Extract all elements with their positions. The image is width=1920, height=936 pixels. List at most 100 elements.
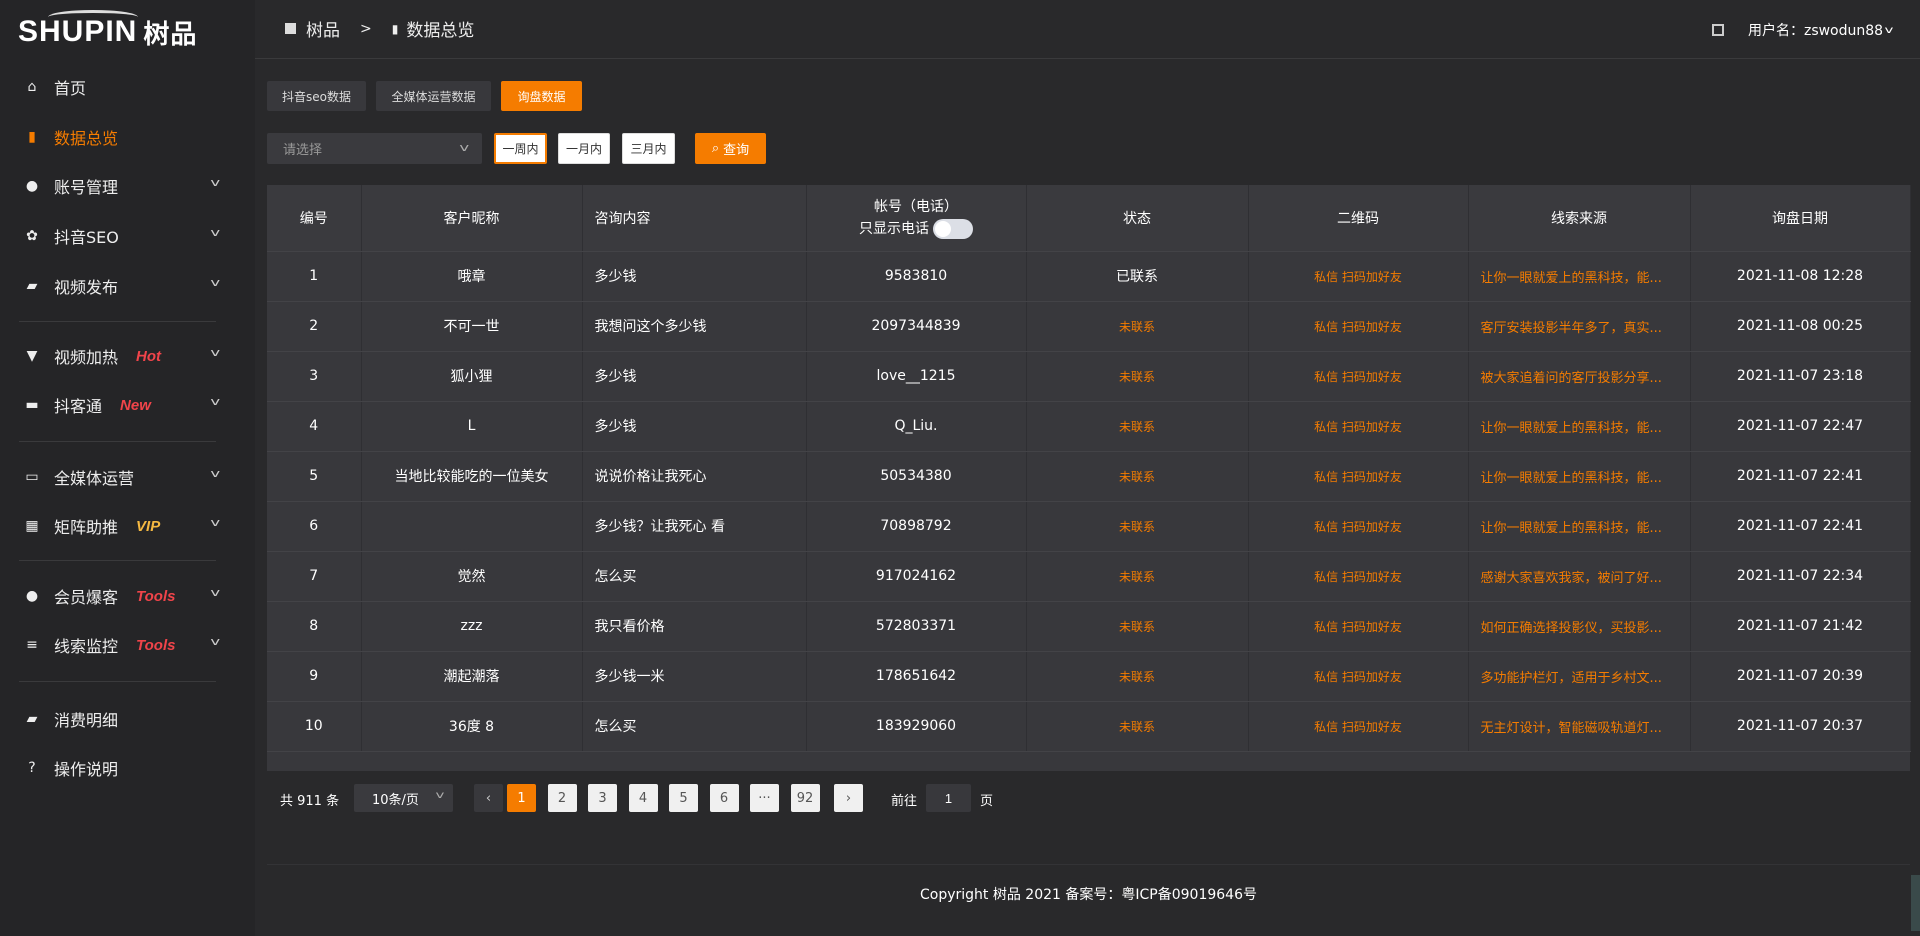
sidebar-item-4[interactable]: ▰ 视频发布 v xyxy=(0,266,255,306)
logo[interactable]: SHUPIN 树品 xyxy=(18,10,197,50)
breadcrumb-home[interactable]: 树品 xyxy=(306,21,340,41)
row-content: 说说价格让我死心 xyxy=(582,451,807,502)
row-account: 178651642 xyxy=(806,651,1027,702)
next-page-button[interactable]: › xyxy=(834,784,863,812)
col-header-nickname: 客户昵称 xyxy=(361,185,583,252)
username-dropdown[interactable]: 用户名：zswodun88 xyxy=(1747,23,1884,39)
row-content: 怎么买 xyxy=(582,701,807,752)
sidebar-item-5[interactable]: ▼ 视频加热 Hot v xyxy=(0,336,255,376)
row-content: 多少钱 xyxy=(582,251,807,302)
sidebar-item-9[interactable]: ● 会员爆客 Tools v xyxy=(0,576,255,616)
row-source[interactable]: 多功能护栏灯，适用于乡村文... xyxy=(1468,651,1691,702)
sidebar-item-0[interactable]: ⌂ 首页 xyxy=(0,67,255,107)
range-3month-button[interactable]: 三月内 xyxy=(622,133,675,164)
row-qrcode-action[interactable]: 私信 扫码加好友 xyxy=(1248,501,1469,552)
row-status: 未联系 xyxy=(1026,301,1249,352)
row-date: 2021-11-07 21:42 xyxy=(1690,601,1911,652)
bar-chart-icon: ▮ xyxy=(391,21,399,36)
row-nickname: zzz xyxy=(361,601,583,652)
page-button[interactable]: 5 xyxy=(669,784,698,812)
row-source[interactable]: 客厅安装投影半年多了，真实... xyxy=(1468,301,1691,352)
range-week-button[interactable]: 一周内 xyxy=(494,133,547,164)
row-source[interactable]: 让你一眼就爱上的黑科技，能... xyxy=(1468,451,1691,502)
sliders-icon: ≡ xyxy=(26,637,38,653)
row-source[interactable]: 让你一眼就爱上的黑科技，能... xyxy=(1468,401,1691,452)
chevron-down-icon[interactable]: v xyxy=(1884,24,1894,36)
row-qrcode-action[interactable]: 私信 扫码加好友 xyxy=(1248,251,1469,302)
row-content: 怎么买 xyxy=(582,551,807,602)
row-status: 未联系 xyxy=(1026,351,1249,402)
grid-icon: ▦ xyxy=(25,518,39,534)
chevron-left-icon: ‹ xyxy=(485,790,492,806)
range-month-button[interactable]: 一月内 xyxy=(558,133,610,164)
row-id: 3 xyxy=(267,351,362,402)
tab-douyin-seo[interactable]: 抖音seo数据 xyxy=(267,81,366,111)
row-source[interactable]: 感谢大家喜欢我家，被问了好... xyxy=(1468,551,1691,602)
sidebar-item-7[interactable]: ▭ 全媒体运营 v xyxy=(0,457,255,497)
row-status: 已联系 xyxy=(1026,251,1249,302)
brush-icon: ▼ xyxy=(26,348,38,364)
row-date: 2021-11-07 20:39 xyxy=(1690,651,1911,702)
bar-chart-icon: ▮ xyxy=(28,129,36,145)
row-content: 多少钱 xyxy=(582,401,807,452)
fullscreen-icon[interactable] xyxy=(1711,24,1724,36)
home-icon: ⌂ xyxy=(27,79,37,95)
row-qrcode-action[interactable]: 私信 扫码加好友 xyxy=(1248,451,1469,502)
prev-page-button[interactable]: ‹ xyxy=(474,784,503,812)
sidebar-item-6[interactable]: ▬ 抖客通 New v xyxy=(0,385,255,425)
page-button[interactable]: 1 xyxy=(507,784,536,812)
footer-divider xyxy=(267,864,1910,865)
row-source[interactable]: 无主灯设计，智能磁吸轨道灯... xyxy=(1468,701,1691,752)
sidebar-item-11[interactable]: ▰ 消费明细 xyxy=(0,699,255,739)
page-button[interactable]: ··· xyxy=(750,784,779,812)
col-header-id: 编号 xyxy=(267,185,362,252)
sidebar-item-1[interactable]: ▮ 数据总览 xyxy=(0,117,255,157)
phone-only-toggle[interactable] xyxy=(933,219,973,240)
sidebar-item-label: 抖客通 xyxy=(54,397,103,416)
page-button[interactable]: 2 xyxy=(547,784,577,812)
row-date: 2021-11-07 22:41 xyxy=(1690,451,1911,502)
row-nickname: 哦章 xyxy=(361,251,583,302)
row-source[interactable]: 如何正确选择投影仪，买投影... xyxy=(1468,601,1691,652)
table-row: 1 哦章 多少钱 9583810 已联系 私信 扫码加好友 让你一眼就爱上的黑科技，能...… xyxy=(267,251,1911,302)
page-button[interactable]: 4 xyxy=(628,784,658,812)
scrollbar[interactable] xyxy=(1911,875,1920,931)
row-qrcode-action[interactable]: 私信 扫码加好友 xyxy=(1248,351,1469,402)
page-size-select[interactable]: 10条/页 v xyxy=(354,784,453,812)
breadcrumb-separator: > xyxy=(360,20,372,37)
page-button[interactable]: 6 xyxy=(709,784,739,812)
page-button[interactable]: 92 xyxy=(790,784,820,812)
table-row: 10 36度 8 怎么买 183929060 未联系 私信 扫码加好友 无主灯设计，智能磁吸… xyxy=(267,701,1911,752)
sidebar-item-8[interactable]: ▦ 矩阵助推 VIP v xyxy=(0,506,255,546)
row-qrcode-action[interactable]: 私信 扫码加好友 xyxy=(1248,401,1469,452)
sidebar-item-12[interactable]: ? 操作说明 xyxy=(0,748,255,788)
row-source[interactable]: 让你一眼就爱上的黑科技，能... xyxy=(1468,501,1691,552)
inquiry-table: 编号 客户昵称 咨询内容 帐号（电话） 只显示电话 状态 二维码 线索来源 询盘… xyxy=(267,185,1911,771)
row-nickname: 潮起潮落 xyxy=(361,651,583,702)
row-source[interactable]: 让你一眼就爱上的黑科技，能... xyxy=(1468,251,1691,302)
tab-all-media[interactable]: 全媒体运营数据 xyxy=(376,81,491,111)
row-qrcode-action[interactable]: 私信 扫码加好友 xyxy=(1248,651,1469,702)
row-qrcode-action[interactable]: 私信 扫码加好友 xyxy=(1248,551,1469,602)
page-button[interactable]: 3 xyxy=(588,784,617,812)
row-id: 8 xyxy=(267,601,362,652)
sidebar-item-10[interactable]: ≡ 线索监控 Tools v xyxy=(0,625,255,665)
chevron-down-icon: v xyxy=(435,790,445,801)
row-id: 2 xyxy=(267,301,362,352)
row-qrcode-action[interactable]: 私信 扫码加好友 xyxy=(1248,301,1469,352)
row-qrcode-action[interactable]: 私信 扫码加好友 xyxy=(1248,701,1469,752)
row-qrcode-action[interactable]: 私信 扫码加好友 xyxy=(1248,601,1469,652)
sidebar-item-2[interactable]: ● 账号管理 v xyxy=(0,166,255,206)
sidebar-item-3[interactable]: ✿ 抖音SEO v xyxy=(0,216,255,256)
query-button[interactable]: ⌕ 查询 xyxy=(695,133,766,164)
row-nickname: 狐小狸 xyxy=(361,351,583,402)
wallet-icon: ▰ xyxy=(26,711,38,727)
filter-select[interactable]: 请选择 v xyxy=(267,133,482,164)
goto-page-input[interactable] xyxy=(926,784,971,812)
row-content: 多少钱 xyxy=(582,351,807,402)
table-row: 8 zzz 我只看价格 572803371 未联系 私信 扫码加好友 如何正确选择投影仪，买… xyxy=(267,601,1911,652)
tab-inquiry[interactable]: 询盘数据 xyxy=(501,81,582,111)
row-date: 2021-11-07 20:37 xyxy=(1690,701,1911,752)
row-source[interactable]: 被大家追着问的客厅投影分享... xyxy=(1468,351,1691,402)
row-account: 572803371 xyxy=(806,601,1027,652)
